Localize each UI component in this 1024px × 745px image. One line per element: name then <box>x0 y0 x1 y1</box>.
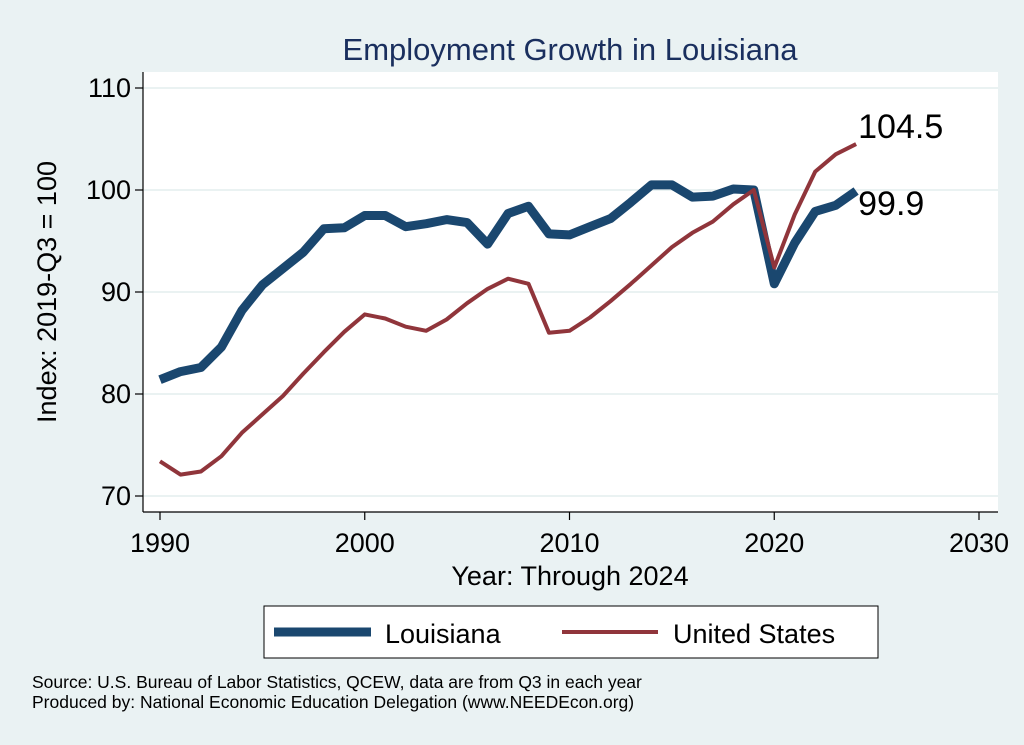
y-axis-title: Index: 2019-Q3 = 100 <box>32 161 62 423</box>
y-tick-label: 80 <box>101 379 131 409</box>
x-tick-label: 2000 <box>335 528 395 558</box>
y-tick-label: 110 <box>88 73 131 103</box>
chart-title: Employment Growth in Louisiana <box>343 32 799 67</box>
producer-note: Produced by: National Economic Education… <box>32 692 635 712</box>
x-axis-title: Year: Through 2024 <box>451 561 688 591</box>
gridlines <box>143 87 998 497</box>
series-line-louisiana <box>158 180 859 384</box>
legend: Louisiana United States <box>263 605 879 659</box>
end-label-louisiana: 99.9 <box>858 185 924 223</box>
y-tick-label: 100 <box>86 175 131 205</box>
legend-label-louisiana: Louisiana <box>385 619 502 649</box>
source-note: Source: U.S. Bureau of Labor Statistics,… <box>32 672 642 692</box>
x-tick-label: 2030 <box>949 528 1009 558</box>
series-line-united-states <box>158 142 857 477</box>
legend-label-united-states: United States <box>673 619 835 649</box>
end-label-united-states: 104.5 <box>858 108 943 146</box>
x-tick-label: 2010 <box>539 528 599 558</box>
end-labels: 99.9 104.5 <box>858 108 943 223</box>
axis-ticks: 70 80 90 100 110 1990 2000 2010 2020 2030 <box>86 73 1009 558</box>
y-tick-label: 70 <box>101 481 131 511</box>
y-tick-label: 90 <box>101 277 131 307</box>
x-tick-label: 1990 <box>130 528 190 558</box>
series-lines <box>158 142 859 477</box>
x-tick-label: 2020 <box>744 528 804 558</box>
